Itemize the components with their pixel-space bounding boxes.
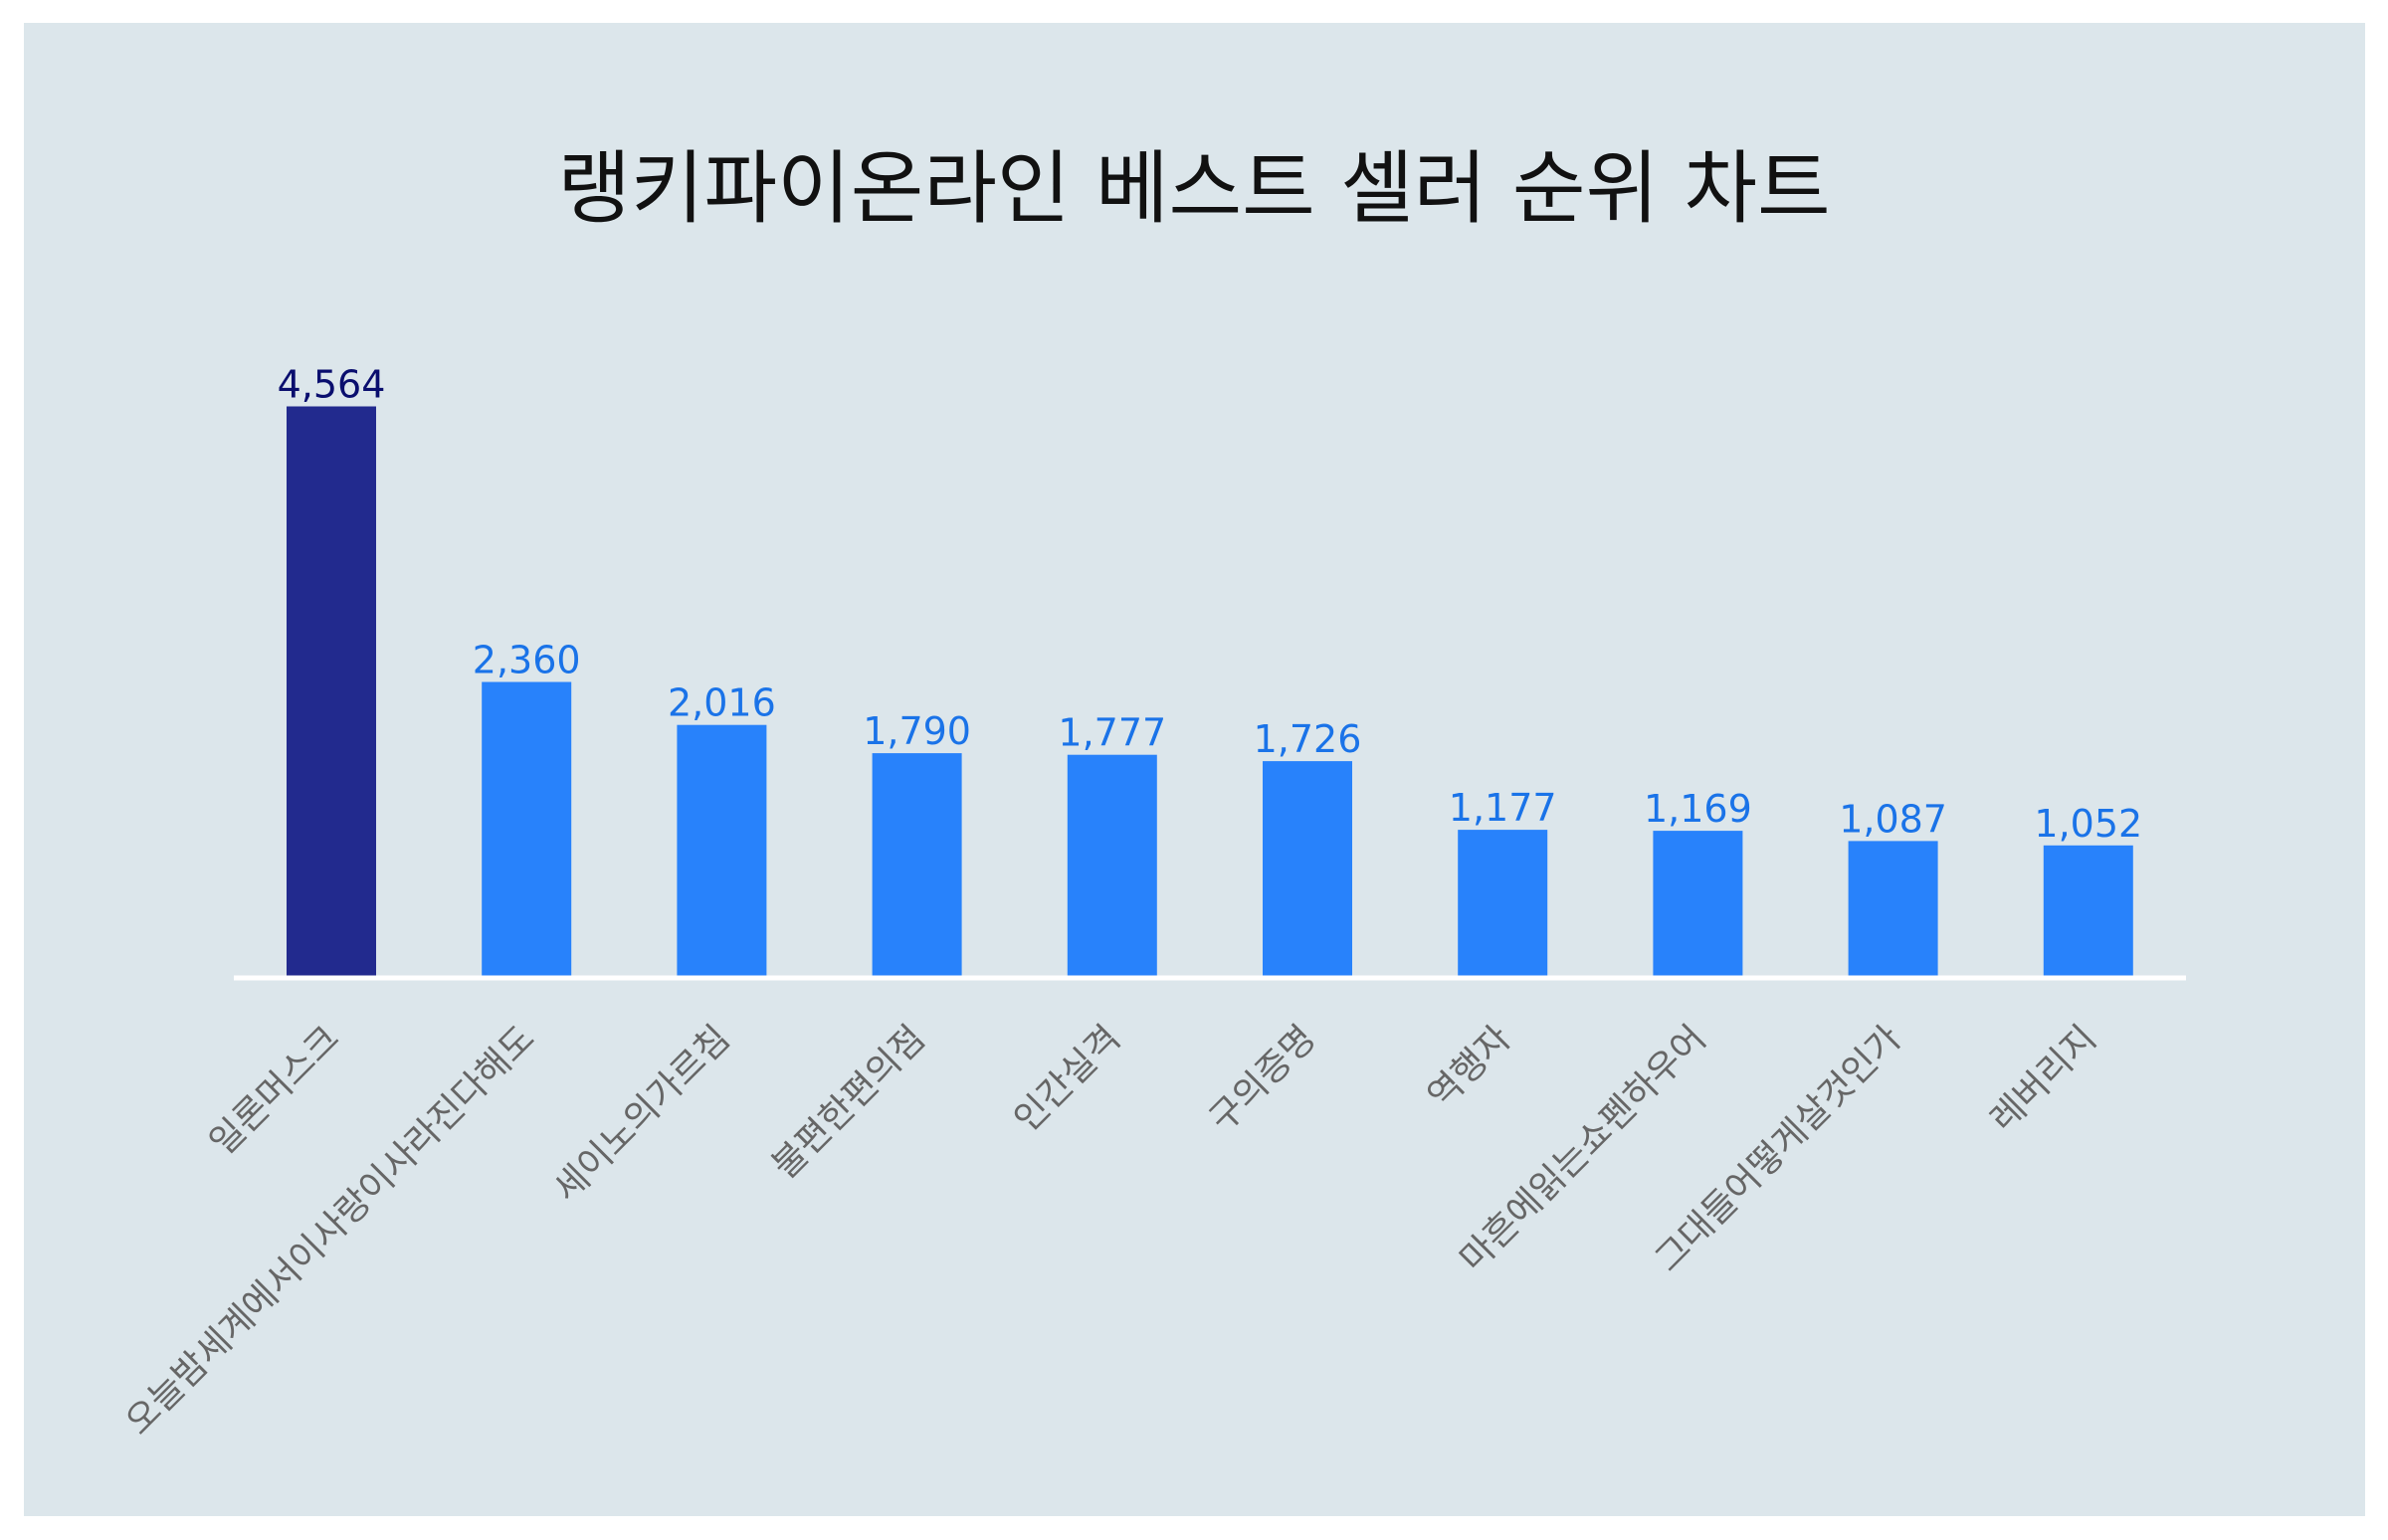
bars-group xyxy=(287,406,2133,977)
value-label-1: 4,564 xyxy=(278,363,386,407)
category-label-4: 불편한편의점 xyxy=(764,1018,933,1187)
bar-7 xyxy=(1458,830,1548,977)
value-label-10: 1,052 xyxy=(2034,802,2142,846)
category-label-7: 역행자 xyxy=(1420,1018,1518,1116)
value-label-9: 1,087 xyxy=(1839,797,1947,841)
category-label-1: 일론머스크 xyxy=(202,1018,347,1163)
bar-5 xyxy=(1067,754,1157,977)
value-labels-group: 4,564 2,360 2,016 1,790 1,777 1,726 1,177 1,169… xyxy=(278,363,2143,846)
bar-6 xyxy=(1263,761,1352,977)
category-label-6: 구의증명 xyxy=(1202,1018,1324,1140)
bar-8 xyxy=(1653,831,1743,977)
bar-1 xyxy=(287,406,376,977)
bar-10 xyxy=(2043,845,2133,977)
category-label-5: 인간실격 xyxy=(1006,1018,1128,1140)
value-label-8: 1,169 xyxy=(1644,787,1752,831)
bar-2 xyxy=(482,681,572,977)
category-label-2: 오늘밤세계에서이사랑이사라진다해도 xyxy=(117,1018,542,1443)
chart-background xyxy=(24,23,2365,1516)
category-label-3: 세이노의가르침 xyxy=(546,1018,738,1210)
value-label-7: 1,177 xyxy=(1449,786,1557,830)
bar-3 xyxy=(677,724,767,977)
bar-4 xyxy=(872,753,962,977)
category-label-10: 레버리지 xyxy=(1982,1018,2104,1140)
value-label-3: 2,016 xyxy=(668,681,776,725)
value-label-5: 1,777 xyxy=(1058,711,1166,755)
chart-title: 랭키파이온라인 베스트 셀러 순위 차트 xyxy=(557,142,1831,235)
value-label-4: 1,790 xyxy=(863,709,971,753)
bar-9 xyxy=(1848,841,1938,977)
value-label-2: 2,360 xyxy=(473,639,581,682)
value-label-6: 1,726 xyxy=(1254,717,1362,761)
